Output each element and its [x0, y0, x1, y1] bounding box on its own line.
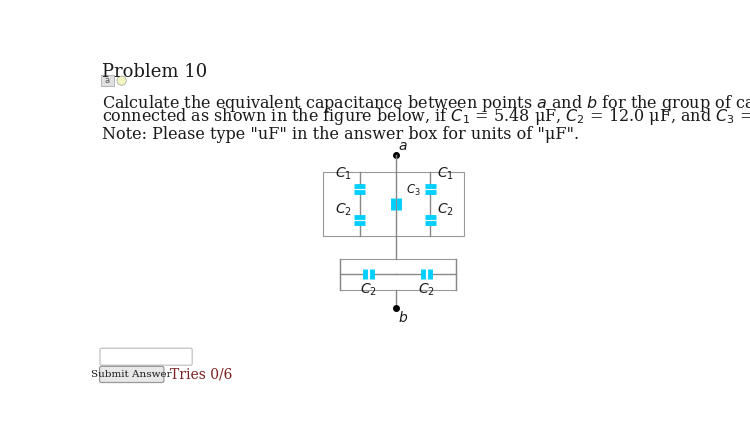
Circle shape [117, 76, 126, 85]
Bar [323, 172, 464, 236]
Text: Calculate the equivalent capacitance between points $a$ and $b$ for the group of: Calculate the equivalent capacitance bet… [101, 92, 750, 113]
FancyBboxPatch shape [100, 366, 164, 382]
Text: $C_2$: $C_2$ [437, 201, 454, 218]
Text: connected as shown in the figure below, if $C_1$ = 5.48 μF, $C_2$ = 12.0 μF, and: connected as shown in the figure below, … [101, 106, 750, 127]
Text: $C_2$: $C_2$ [334, 201, 352, 218]
Text: $a$: $a$ [398, 139, 408, 153]
Text: a: a [105, 76, 110, 85]
Text: $C_2$: $C_2$ [360, 282, 376, 298]
Text: Tries 0/6: Tries 0/6 [170, 367, 232, 381]
Text: $C_3$: $C_3$ [406, 183, 421, 198]
Text: Submit Answer: Submit Answer [92, 370, 172, 379]
Text: $C_2$: $C_2$ [418, 282, 435, 298]
Text: Problem 10: Problem 10 [101, 64, 207, 81]
Text: Note: Please type "uF" in the answer box for units of "μF".: Note: Please type "uF" in the answer box… [101, 127, 579, 144]
Text: $C_1$: $C_1$ [437, 166, 454, 182]
FancyBboxPatch shape [100, 348, 192, 365]
FancyBboxPatch shape [101, 75, 113, 86]
Text: $b$: $b$ [398, 310, 409, 325]
Text: $C_1$: $C_1$ [334, 166, 352, 182]
Bar [340, 259, 457, 290]
